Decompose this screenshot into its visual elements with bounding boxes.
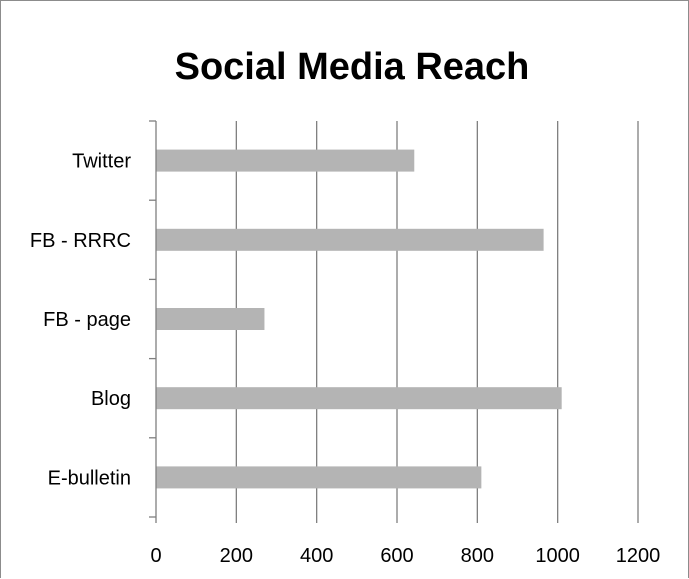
y-tick-label-fb-page: FB - page: [43, 309, 131, 331]
bar-blog: [156, 387, 562, 410]
x-tick-label-1200: 1200: [616, 545, 661, 567]
bar-fb-page: [156, 308, 265, 330]
gridlines: [235, 121, 639, 517]
y-tick-label-twitter: Twitter: [72, 151, 131, 173]
x-tick-label-600: 600: [380, 545, 413, 567]
bar-e-bulletin: [156, 466, 482, 489]
bar-fb-rrrc: [156, 228, 544, 251]
chart-title: Social Media Reach: [175, 46, 530, 88]
bar-twitter: [156, 149, 415, 172]
axes: [149, 120, 639, 523]
x-tick-label-0: 0: [150, 545, 161, 567]
x-tick-label-200: 200: [220, 545, 253, 567]
y-tick-label-e-bulletin: E-bulletin: [48, 467, 131, 489]
x-tick-label-1000: 1000: [535, 545, 580, 567]
y-tick-label-blog: Blog: [91, 388, 131, 410]
bars: [156, 149, 562, 489]
y-tick-label-fb-rrrc: FB - RRRC: [30, 230, 131, 252]
x-tick-label-400: 400: [300, 545, 333, 567]
tick-labels: 0 200 400 600 800 1000 1200 E-bulletin Blog FB - …: [30, 151, 660, 567]
x-tick-label-800: 800: [461, 545, 494, 567]
